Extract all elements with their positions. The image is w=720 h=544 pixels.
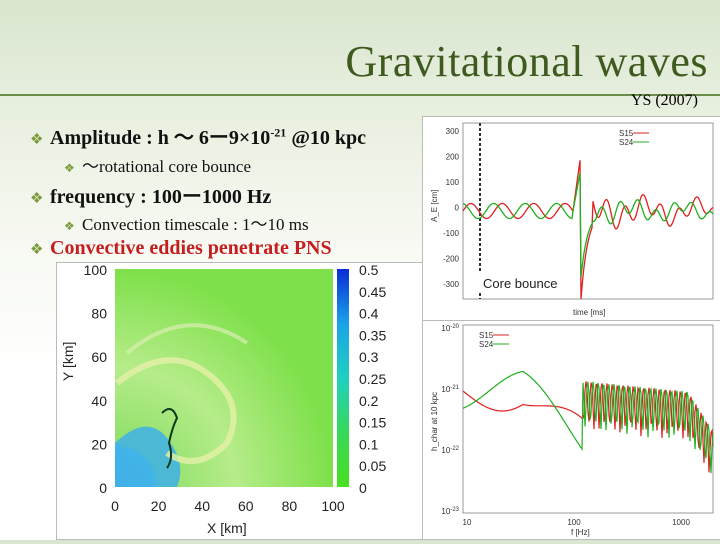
bullet-diamond-icon: ❖ [30, 132, 44, 148]
y-tick-label: -200 [443, 255, 460, 264]
colorbar-tick-label: 0.4 [359, 306, 379, 322]
colorbar-tick-label: 0.45 [359, 284, 386, 300]
spectrum-chart-panel: 10-20 10-21 10-22 10-23 10 100 1000 S15 S24 f… [422, 320, 720, 540]
spectrum-chart: 10-20 10-21 10-22 10-23 10 100 1000 S15 S24 f… [430, 324, 714, 537]
x-tick-label: 100 [567, 518, 581, 527]
simulation-image: 100 80 60 40 20 0 0 20 40 60 80 100 0.5 0.45 0.4 0.35… [60, 262, 386, 536]
x-tick-label: 0 [111, 498, 119, 514]
exponent: -21 [270, 125, 287, 140]
y-tick-label: 60 [91, 349, 107, 365]
y-tick-label: 100 [84, 263, 108, 278]
bullet-text: frequency : 100ー1000 Hz [50, 186, 272, 208]
bullet-text: @10 kpc [291, 127, 367, 149]
bullet-text: Amplitude : h ～ 6ー9×10 [50, 127, 271, 149]
bullet-eddies: ❖ Convective eddies penetrate PNS [30, 237, 332, 260]
waveform-chart: 300 200 100 0 -100 -200 -300 S15 S24 Core boun… [430, 122, 714, 317]
y-tick-label: 0 [455, 204, 460, 213]
bullet-text: Convection timescale : 1～10 ms [82, 215, 309, 234]
y-axis-label: Y [km] [60, 342, 76, 381]
colorbar-tick-label: 0 [359, 480, 367, 496]
y-tick-label: -100 [443, 229, 460, 238]
reference-label: YS (2007) [630, 92, 698, 109]
bullet-diamond-icon: ❖ [30, 191, 44, 207]
x-tick-label: 60 [238, 498, 254, 514]
waveform-chart-panel: 300 200 100 0 -100 -200 -300 S15 S24 Core boun… [422, 116, 720, 322]
colorbar-tick-label: 0.3 [359, 349, 379, 365]
colorbar-tick-label: 0.25 [359, 371, 386, 387]
bullet-rotational: ❖ ～rotational core bounce [64, 152, 251, 177]
colorbar-tick-label: 0.5 [359, 263, 379, 278]
colorbar-tick-label: 0.35 [359, 327, 386, 343]
colorbar-tick-label: 0.2 [359, 393, 379, 409]
x-tick-label: 20 [151, 498, 167, 514]
series-s15-line [462, 160, 714, 300]
y-tick-label: 100 [446, 178, 460, 187]
y-tick-label: 10-21 [441, 385, 459, 394]
legend: S15 S24 [479, 331, 509, 349]
simulation-image-panel: 100 80 60 40 20 0 0 20 40 60 80 100 0.5 0.45 0.4 0.35… [56, 262, 424, 540]
colorbar [337, 269, 349, 487]
y-tick-label: 200 [446, 153, 460, 162]
bullet-diamond-icon: ❖ [30, 242, 44, 258]
bullet-diamond-icon: ❖ [64, 161, 75, 175]
title-divider [0, 94, 720, 96]
legend-s15: S15 [479, 331, 494, 340]
y-tick-label: 10-23 [441, 507, 459, 516]
colorbar-tick-label: 0.15 [359, 415, 386, 431]
bullet-amplitude: ❖ Amplitude : h ～ 6ー9×10-21 @10 kpc [30, 121, 366, 150]
core-bounce-annotation: Core bounce [483, 276, 557, 291]
bullet-convection: ❖ Convection timescale : 1～10 ms [64, 210, 309, 235]
y-tick-label: 10-20 [441, 324, 459, 333]
x-tick-label: 80 [282, 498, 298, 514]
y-tick-label: -300 [443, 280, 460, 289]
x-axis-label: f [Hz] [571, 528, 590, 537]
bullet-diamond-icon: ❖ [64, 219, 75, 233]
y-axis-label: h_char at 10 kpc [430, 392, 439, 451]
slide-title: Gravitational waves [345, 37, 708, 86]
colorbar-tick-label: 0.1 [359, 436, 379, 452]
colorbar-tick-label: 0.05 [359, 458, 386, 474]
bullet-text: ～rotational core bounce [82, 157, 251, 176]
x-tick-label: 1000 [672, 518, 690, 527]
bullet-text: Convective eddies penetrate PNS [50, 237, 332, 259]
series-s24-line [462, 172, 714, 278]
y-axis-label: A_E [cm] [430, 190, 439, 222]
x-axis-label: X [km] [207, 520, 247, 536]
x-tick-label: 100 [321, 498, 345, 514]
legend-s15: S15 [619, 129, 634, 138]
legend: S15 S24 [619, 129, 649, 147]
y-tick-label: 0 [99, 480, 107, 496]
x-tick-label: 10 [463, 518, 472, 527]
y-tick-label: 40 [91, 393, 107, 409]
y-tick-label: 20 [91, 436, 107, 452]
y-tick-label: 300 [446, 127, 460, 136]
x-tick-label: 40 [194, 498, 210, 514]
legend-s24: S24 [619, 138, 634, 147]
y-tick-label: 10-22 [441, 446, 459, 455]
y-tick-label: 80 [91, 306, 107, 322]
bullet-frequency: ❖ frequency : 100ー1000 Hz [30, 180, 271, 209]
legend-s24: S24 [479, 340, 494, 349]
series-s24-line [462, 370, 714, 474]
x-axis-label: time [ms] [573, 308, 605, 317]
series-s15-line [462, 381, 714, 473]
